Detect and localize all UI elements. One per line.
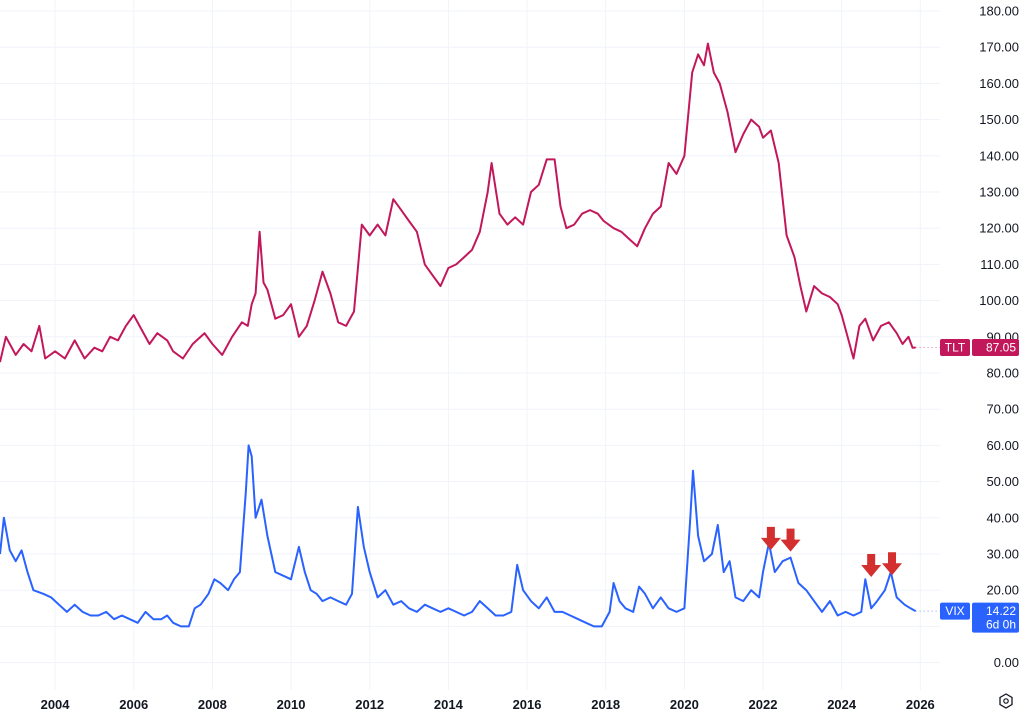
series-tag-value: 87.05 — [986, 340, 1016, 354]
x-tick-label: 2020 — [670, 697, 699, 712]
x-axis: 2004 2006 2008 2010 2012 2014 2016 2018 2020 2022… — [41, 697, 935, 712]
x-tick-label: 2014 — [434, 697, 464, 712]
y-tick-label: 150.00 — [979, 112, 1019, 127]
y-tick-label: 70.00 — [986, 402, 1019, 417]
y-tick-label: 100.00 — [979, 293, 1019, 308]
x-tick-label: 2008 — [198, 697, 227, 712]
y-tick-label: 50.00 — [986, 474, 1019, 489]
y-tick-label: 140.00 — [979, 148, 1019, 163]
series-line-vix — [0, 444, 917, 628]
series-layer — [0, 42, 940, 628]
y-tick-label: 30.00 — [986, 547, 1019, 562]
series-tag-label: TLT — [945, 340, 966, 354]
annotation-layer — [760, 526, 903, 577]
y-tick-label: 180.00 — [979, 4, 1019, 19]
y-tick-label: 0.00 — [994, 655, 1019, 670]
x-tick-label: 2004 — [41, 697, 71, 712]
x-tick-label: 2018 — [591, 697, 620, 712]
y-tick-label: 130.00 — [979, 185, 1019, 200]
x-tick-label: 2016 — [513, 697, 542, 712]
series-tag-countdown: 6d 0h — [986, 618, 1016, 632]
series-tag-value-bg — [972, 338, 1019, 356]
y-tick-label: 120.00 — [979, 221, 1019, 236]
arrow-down-icon — [882, 552, 903, 576]
x-tick-label: 2024 — [827, 697, 857, 712]
series-tag-value: 14.22 — [986, 604, 1016, 618]
x-tick-label: 2006 — [119, 697, 148, 712]
x-tick-label: 2022 — [749, 697, 778, 712]
series-tag-label-bg — [940, 338, 970, 356]
y-tick-label: 20.00 — [986, 583, 1019, 598]
arrow-down-icon — [780, 528, 801, 552]
y-tick-label: 160.00 — [979, 76, 1019, 91]
y-axis: 0.0010.0020.0030.0040.0050.0060.0070.008… — [979, 4, 1019, 671]
y-tick-label: 60.00 — [986, 438, 1019, 453]
x-tick-label: 2012 — [355, 697, 384, 712]
y-tick-label: 80.00 — [986, 366, 1019, 381]
y-tick-label: 110.00 — [980, 257, 1019, 272]
x-tick-label: 2010 — [277, 697, 306, 712]
settings-hexagon-icon[interactable] — [999, 693, 1013, 709]
series-tag-label-bg — [940, 602, 970, 620]
series-tag-value-bg — [972, 602, 1019, 633]
arrow-down-icon — [861, 554, 882, 577]
arrow-down-icon — [760, 526, 781, 550]
x-tick-label: 2026 — [906, 697, 935, 712]
series-line-tlt — [0, 42, 916, 363]
grid — [0, 0, 940, 690]
y-tick-label: 40.00 — [986, 510, 1019, 525]
y-tick-label: 170.00 — [979, 40, 1019, 55]
series-tag-label: VIX — [945, 604, 964, 618]
